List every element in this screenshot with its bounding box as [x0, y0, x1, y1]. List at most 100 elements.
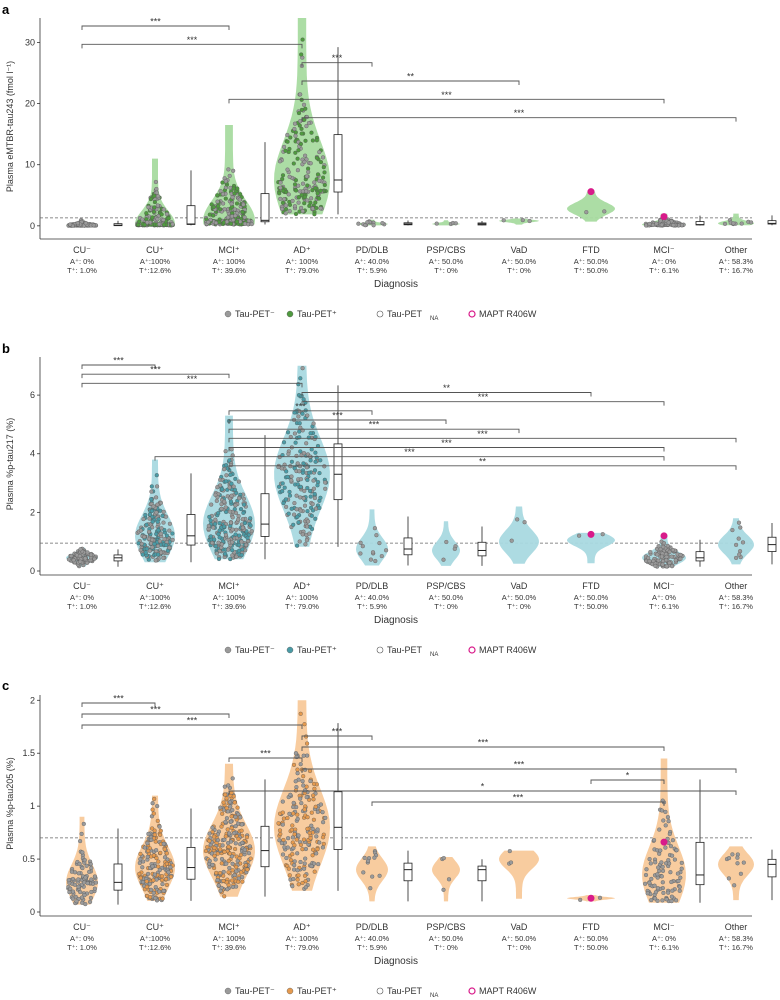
data-point [647, 221, 652, 226]
data-point [317, 505, 322, 511]
data-point [280, 822, 285, 827]
data-point [298, 141, 303, 147]
data-point [232, 487, 238, 492]
data-point [153, 839, 158, 844]
data-point [234, 864, 239, 870]
data-point [239, 870, 244, 875]
legend-label-mapt: MAPT R406W [479, 986, 537, 996]
data-point [207, 838, 212, 843]
data-point [219, 542, 224, 547]
data-point [283, 497, 288, 502]
violin-4 [356, 846, 388, 902]
data-point [666, 858, 671, 863]
data-point [312, 786, 317, 791]
data-point [665, 815, 670, 820]
data-point [233, 532, 238, 537]
data-point [150, 807, 155, 812]
data-point [76, 871, 81, 876]
data-point [241, 502, 247, 507]
sig-bracket [81, 702, 156, 707]
x-tick-sub-t: T⁺: 16.7% [719, 943, 753, 952]
data-point [278, 196, 283, 201]
x-tick-sub-a: A⁺: 100% [286, 593, 319, 602]
data-point [295, 156, 300, 161]
data-point [154, 186, 159, 192]
data-point [89, 889, 94, 895]
data-point [224, 219, 230, 224]
data-point [522, 520, 527, 525]
data-point [218, 189, 223, 194]
data-point [307, 470, 312, 475]
violin-6 [499, 850, 539, 899]
data-point [209, 502, 214, 507]
data-point [311, 486, 316, 491]
data-point [658, 218, 663, 223]
legend-swatch-mapt [468, 310, 476, 318]
sig-label: *** [150, 17, 161, 27]
data-point [311, 797, 316, 802]
data-point [152, 541, 157, 546]
data-point [672, 857, 677, 862]
x-tick-sub-t: T⁺: 1.0% [67, 266, 97, 275]
data-point [234, 527, 239, 532]
box-body [333, 791, 343, 850]
data-point [441, 557, 446, 562]
data-point [726, 856, 732, 861]
data-point [233, 476, 238, 481]
data-point [305, 183, 310, 188]
data-point [299, 107, 304, 112]
data-point [730, 852, 735, 857]
data-point [223, 505, 228, 510]
data-point [732, 883, 737, 888]
x-tick-sub-t: T⁺: 79.0% [285, 266, 319, 275]
data-point [301, 837, 307, 842]
data-point [239, 828, 244, 833]
data-point [299, 131, 304, 136]
data-point [68, 886, 73, 891]
data-point [358, 540, 363, 545]
data-point [244, 542, 249, 547]
x-tick-sub-a: A⁺: 0% [652, 934, 676, 943]
data-point [220, 192, 226, 197]
data-point [78, 547, 83, 552]
sig-bracket [228, 757, 303, 762]
data-point [293, 779, 298, 784]
data-point [287, 174, 292, 179]
data-point [223, 792, 228, 797]
data-point [208, 518, 213, 523]
legend-swatch-negative [224, 987, 232, 995]
data-point [78, 839, 83, 844]
data-point [210, 540, 215, 545]
data-point [302, 807, 307, 812]
legend-label-na: Tau-PET [387, 986, 423, 996]
data-point [154, 856, 159, 861]
data-point [167, 521, 172, 526]
data-point [216, 540, 221, 545]
x-tick-sub-a: A⁺: 50.0% [574, 257, 609, 266]
data-point [233, 510, 239, 516]
data-point [310, 206, 315, 211]
y-tick-label: 1.5 [22, 748, 35, 758]
data-point [305, 509, 310, 514]
data-point [242, 521, 247, 526]
data-point [309, 196, 314, 201]
data-point [311, 478, 316, 483]
data-point [295, 767, 300, 772]
data-point [649, 898, 654, 903]
box-body [333, 134, 343, 193]
data-point [207, 831, 212, 836]
data-point [297, 539, 302, 544]
data-point [318, 802, 323, 807]
data-point [287, 489, 292, 494]
data-point [280, 481, 285, 486]
data-point [313, 516, 318, 521]
data-point [161, 888, 166, 893]
data-point [156, 859, 161, 864]
data-point [227, 485, 232, 490]
data-point [79, 895, 85, 900]
data-point [206, 523, 211, 529]
data-point [230, 868, 235, 873]
data-point [82, 880, 87, 885]
sig-bracket [81, 364, 156, 369]
legend-label-mapt: MAPT R406W [479, 309, 537, 319]
